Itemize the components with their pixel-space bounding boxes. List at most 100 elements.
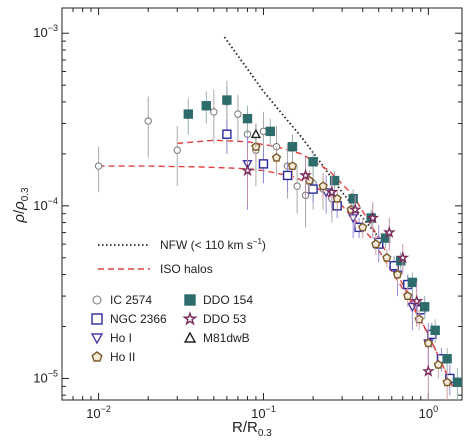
ho-ii-point <box>433 359 444 369</box>
m81dwb-point <box>250 128 262 139</box>
ddo-154-point <box>407 277 418 288</box>
ho-ii-point <box>382 252 392 262</box>
ngc-2366-point <box>282 170 293 181</box>
ho-ii-point <box>392 269 403 279</box>
legend-marker <box>90 333 104 345</box>
ddo-53-point <box>396 251 410 264</box>
ho-ii-point <box>271 152 282 162</box>
svg-text:R/R0.3: R/R0.3 <box>232 419 272 439</box>
ddo-154-point <box>348 193 358 204</box>
ddo-53-point <box>366 211 380 224</box>
ho-ii-point <box>358 222 368 232</box>
ho-ii-point <box>423 338 433 348</box>
x-axis-label-main: R/R <box>232 419 258 436</box>
ngc-2366-point <box>258 159 269 169</box>
legend-marker <box>183 331 197 343</box>
legend-line-label-text: ISO halos <box>160 262 213 276</box>
ngc-2366-point <box>222 129 232 139</box>
ic-2574-point <box>94 162 103 170</box>
legend-marker <box>184 294 196 306</box>
y-tick-label-base: 10 <box>33 198 47 213</box>
x-tick-label-base: 10 <box>86 406 100 421</box>
legend-marker-label: NGC 2366 <box>110 312 167 326</box>
ngc-2366-point <box>308 184 318 194</box>
ddo-154-point <box>242 113 253 124</box>
ddo-53-point <box>382 225 396 239</box>
legend-marker <box>91 313 103 325</box>
y-tick-label-base: 10 <box>33 25 47 40</box>
legend-line-label-tail: ) <box>262 238 266 252</box>
legend-line-label: NFW (< 110 km s−1) <box>160 237 266 252</box>
model-curves <box>98 36 454 387</box>
legend-line-label: ISO halos <box>160 262 213 276</box>
y-tick-label-exp: −4 <box>48 196 58 206</box>
ngc-2366-point <box>389 260 399 271</box>
ho-ii-point <box>403 291 413 300</box>
ic-2574-point <box>173 146 181 154</box>
y-tick-label-exp: −3 <box>48 23 58 33</box>
ic-2574-point <box>210 108 218 116</box>
ho-ii-point <box>442 377 452 387</box>
ddo-154-point <box>430 325 440 336</box>
ho-ii-point <box>414 314 424 324</box>
legend-marker <box>91 351 103 362</box>
x-axis-label: R/R0.3 <box>232 419 272 439</box>
x-tick-label-exp: 0 <box>433 404 438 414</box>
legend-marker-label: DDO 53 <box>203 312 247 326</box>
y-tick-label: 10−3 <box>33 23 58 40</box>
y-axis-label-sub: 0.3 <box>20 187 31 201</box>
legend-line-label-text: NFW (< 110 km s <box>160 238 253 252</box>
ddo-154-point <box>287 142 298 152</box>
ddo-154-point <box>183 109 193 119</box>
ddo-154-point <box>452 377 462 387</box>
ho-ii-point <box>318 181 328 191</box>
ddo-154-point <box>222 95 232 105</box>
ddo-53-point <box>348 202 362 216</box>
y-axis-label-sep: / <box>11 209 28 214</box>
x-tick-label-base: 10 <box>419 406 433 421</box>
ddo-154-point <box>201 101 211 111</box>
data-points <box>94 80 462 400</box>
svg-text:ρ/ρ0.3: ρ/ρ0.3 <box>11 187 31 224</box>
plot-frame <box>61 7 463 401</box>
ddo-53-point <box>421 364 435 377</box>
x-tick-label-exp: −2 <box>101 404 111 414</box>
ddo-154-point <box>419 302 430 312</box>
y-tick-label-base: 10 <box>33 370 47 385</box>
legend-marker-label: Ho I <box>110 331 132 345</box>
ic-2574-point <box>293 182 301 190</box>
ddo-154-point <box>442 354 452 364</box>
x-axis-label-sub: 0.3 <box>258 428 272 439</box>
ddo-53-point <box>241 163 254 177</box>
ddo-53-point <box>299 168 312 182</box>
y-tick-label: 10−4 <box>33 196 58 213</box>
legend-line-label-sup: −1 <box>253 237 263 246</box>
x-tick-label-base: 10 <box>251 406 265 421</box>
y-axis-label-rho2: ρ <box>11 201 28 211</box>
ddo-154-point <box>265 126 275 137</box>
marker-legend: IC 2574 NGC 2366 Ho I Ho II DDO 154 DDO 53 M81… <box>90 293 253 364</box>
x-tick-label: 100 <box>419 404 438 421</box>
y-axis-label-rho: ρ <box>11 214 28 224</box>
axis-ticks <box>61 8 462 400</box>
x-tick-label: 10−2 <box>86 404 111 421</box>
iso-line <box>177 139 454 387</box>
legend-marker-label: M81dwB <box>203 331 250 345</box>
legend-marker-label: Ho II <box>110 350 135 364</box>
y-axis-label: ρ/ρ0.3 <box>11 187 31 224</box>
ho-ii-point <box>371 239 381 249</box>
line-legend: NFW (< 110 km s−1) ISO halos <box>98 237 266 276</box>
ho-ii-point <box>287 161 298 171</box>
y-tick-label: 10−5 <box>33 368 58 385</box>
ic-2574-point <box>144 117 152 125</box>
legend-marker <box>182 311 198 326</box>
ic-2574-point <box>234 110 242 118</box>
ddo-53-point <box>325 185 339 198</box>
legend-marker-label: IC 2574 <box>110 293 152 307</box>
x-tick-label: 10−1 <box>251 404 276 421</box>
y-tick-label-exp: −5 <box>48 368 58 378</box>
x-tick-label-exp: −1 <box>266 404 276 414</box>
